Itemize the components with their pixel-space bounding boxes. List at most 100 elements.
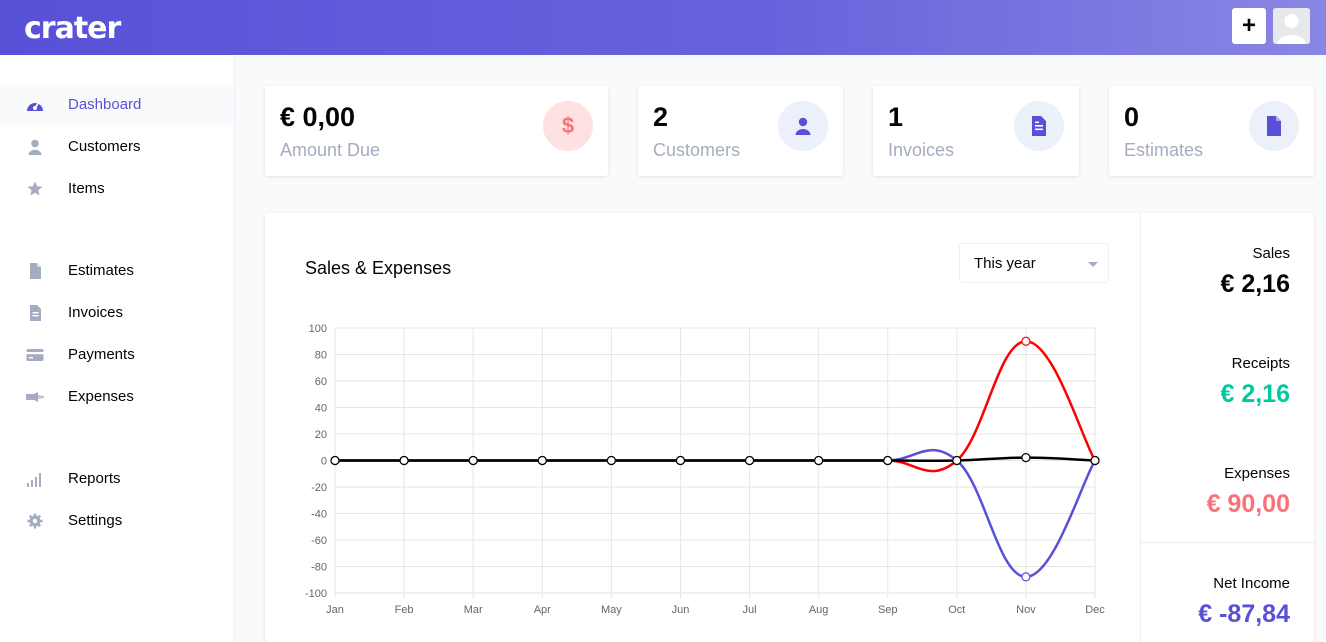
dashboard-icon	[27, 101, 43, 111]
sidebar-item-customers[interactable]: Customers	[0, 127, 234, 167]
x-tick-label: Jun	[672, 604, 690, 616]
dollar-icon: $	[561, 113, 575, 138]
sidebar-item-label: Expenses	[68, 388, 134, 405]
user-avatar[interactable]	[1273, 8, 1310, 44]
y-tick-label: 40	[315, 403, 327, 415]
x-tick-label: Dec	[1085, 604, 1105, 616]
sales-value: € 2,16	[1220, 270, 1290, 298]
sidebar-item-expenses[interactable]: Expenses	[0, 377, 234, 417]
sidebar-item-items[interactable]: Items	[0, 169, 234, 209]
bar-chart-icon	[27, 473, 41, 487]
sidebar-item-estimates[interactable]: Estimates	[0, 251, 234, 291]
y-tick-label: -100	[305, 588, 327, 600]
sidebar-item-label: Reports	[68, 470, 121, 487]
sidebar: Dashboard Customers Items Estimates Invo…	[0, 55, 235, 642]
period-select-value: This year	[974, 255, 1036, 272]
plus-icon: +	[1241, 12, 1256, 39]
sales-label: Sales	[1252, 245, 1290, 262]
y-tick-label: 80	[315, 350, 327, 362]
y-tick-label: 100	[309, 323, 327, 335]
series-point-2	[606, 455, 616, 466]
summary-panel: Sales € 2,16 Receipts € 2,16 Expenses € …	[1140, 213, 1316, 642]
stat-card-invoices[interactable]: 1 Invoices	[873, 86, 1079, 176]
sales-expenses-card: Sales & Expenses This year 100 80 60 40 20 0 -…	[265, 213, 1316, 642]
net-income-label: Net Income	[1213, 575, 1290, 592]
series-point-2	[330, 455, 340, 466]
period-select[interactable]: This year	[959, 243, 1109, 283]
stat-value: 0	[1124, 102, 1140, 132]
series-point-2	[1090, 455, 1100, 466]
star-icon	[27, 181, 43, 196]
y-tick-label: 20	[315, 429, 327, 441]
document-icon	[30, 263, 41, 279]
document-text-icon	[1032, 116, 1046, 136]
stat-value: € 0,00	[280, 102, 356, 132]
gear-icon	[27, 513, 43, 529]
series-point-2	[744, 455, 755, 466]
x-tick-label: Jan	[326, 604, 344, 616]
sidebar-item-label: Estimates	[68, 262, 134, 279]
top-bar: crater +	[0, 0, 1326, 55]
avatar-icon	[1273, 8, 1310, 44]
document-text-icon	[30, 305, 41, 321]
chevron-down-icon	[1088, 262, 1098, 267]
expenses-label: Expenses	[1224, 465, 1290, 482]
x-tick-label: May	[601, 604, 622, 616]
credit-card-icon	[26, 349, 44, 361]
sidebar-item-reports[interactable]: Reports	[0, 459, 234, 499]
sales-expenses-chart: 100 80 60 40 20 0 -20 -40 -60 -80 -100 Jan Feb Mar Apr…	[305, 323, 1105, 616]
series-point-2	[1021, 453, 1031, 463]
y-tick-label: -60	[311, 535, 327, 547]
sidebar-item-settings[interactable]: Settings	[0, 501, 234, 541]
stat-card-amount-due[interactable]: € 0,00 Amount Due $	[265, 86, 608, 176]
x-tick-label: Nov	[1016, 604, 1036, 616]
stat-icon-container	[1249, 101, 1299, 151]
expenses-value: € 90,00	[1206, 490, 1290, 518]
stat-card-customers[interactable]: 2 Customers	[638, 86, 843, 176]
y-tick-label: -80	[311, 562, 327, 574]
x-tick-label: Aug	[809, 604, 829, 616]
x-tick-label: Jul	[743, 604, 757, 616]
chart-title: Sales & Expenses	[305, 258, 452, 278]
series-point-0	[1021, 336, 1031, 346]
receipts-value: € 2,16	[1220, 380, 1290, 408]
series-point-2	[675, 455, 686, 466]
user-icon	[28, 139, 42, 155]
sidebar-item-label: Dashboard	[68, 96, 142, 113]
y-tick-label: -20	[311, 482, 327, 494]
x-tick-label: Oct	[948, 604, 965, 616]
stat-label: Amount Due	[280, 140, 381, 160]
app-logo[interactable]: crater	[24, 11, 121, 46]
receipts-label: Receipts	[1231, 355, 1290, 372]
summary-divider	[1141, 542, 1316, 543]
x-tick-label: Apr	[534, 604, 551, 616]
series-point-2	[952, 455, 962, 466]
add-new-button[interactable]: +	[1232, 8, 1266, 44]
series-line-2	[335, 456, 1096, 463]
stat-value: 1	[888, 102, 904, 132]
y-tick-label: -40	[311, 509, 327, 521]
stat-value: 2	[653, 102, 669, 132]
series-point-1	[1021, 572, 1031, 582]
net-income-value: € -87,84	[1198, 600, 1290, 628]
receipt-icon	[26, 392, 44, 402]
sidebar-item-label: Payments	[68, 346, 135, 363]
y-tick-label: 60	[315, 376, 327, 388]
stat-label: Customers	[653, 140, 741, 160]
series-point-2	[399, 455, 409, 466]
sidebar-item-invoices[interactable]: Invoices	[0, 293, 234, 333]
sidebar-item-label: Settings	[68, 512, 123, 529]
user-icon	[795, 117, 811, 135]
sidebar-item-label: Invoices	[68, 304, 124, 321]
stat-card-estimates[interactable]: 0 Estimates	[1109, 86, 1314, 176]
stat-label: Invoices	[888, 140, 955, 160]
sidebar-item-dashboard[interactable]: Dashboard	[0, 85, 234, 125]
sidebar-item-label: Items	[68, 180, 105, 197]
x-tick-label: Mar	[464, 604, 483, 616]
document-icon	[1267, 116, 1281, 136]
y-tick-label: 0	[321, 456, 327, 468]
sidebar-item-payments[interactable]: Payments	[0, 335, 234, 375]
stat-icon-container: $	[543, 101, 593, 151]
series-point-2	[814, 455, 824, 466]
sidebar-item-label: Customers	[68, 138, 141, 155]
